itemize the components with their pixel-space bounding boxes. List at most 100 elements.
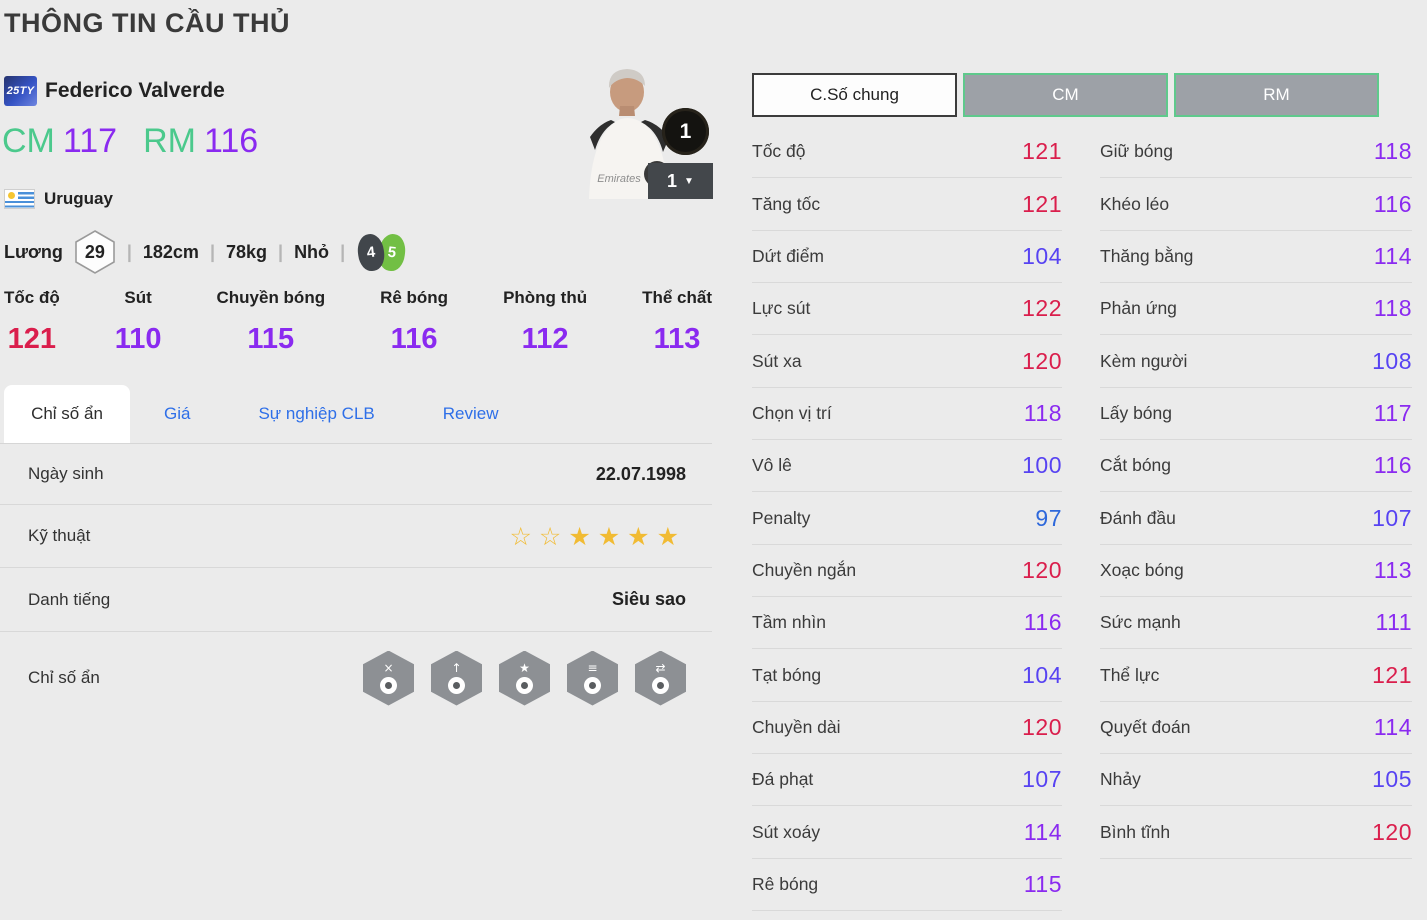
- stat-row: Chuyền ngắn 120: [752, 545, 1062, 598]
- stat-row: Xoạc bóng 113: [1100, 545, 1412, 598]
- stat-value: 114: [1023, 818, 1062, 845]
- summary-stat-label: Tốc độ: [4, 288, 60, 307]
- hidden-stat-hexagon-icon: ×: [363, 650, 414, 706]
- skill-moves-row: Kỹ thuật ☆☆★★★★: [0, 505, 712, 568]
- stat-value: 111: [1375, 609, 1412, 636]
- stat-view-button-label: CM: [1052, 85, 1079, 104]
- tab[interactable]: Sự nghiệp CLB: [224, 385, 408, 443]
- nation-name: Uruguay: [44, 189, 113, 208]
- stat-row: Rê bóng 115: [752, 859, 1062, 912]
- level-select-value: 1: [667, 170, 678, 191]
- stat-row: Tốc độ 121: [752, 126, 1062, 179]
- position-ratings: CM 117 RM 116: [2, 122, 258, 161]
- stat-row: Quyết đoán 114: [1100, 702, 1412, 755]
- stat-value: 104: [1022, 661, 1062, 688]
- hidden-stats-label: Chỉ số ẩn: [28, 668, 100, 687]
- stat-row: Tầm nhìn 116: [752, 597, 1062, 650]
- stat-label: Bình tĩnh: [1100, 821, 1171, 842]
- birthdate-value: 22.07.1998: [595, 463, 686, 484]
- stat-label: Tốc độ: [752, 141, 806, 162]
- tab-label: Sự nghiệp CLB: [258, 404, 375, 423]
- stat-row: Cắt bóng 116: [1100, 440, 1412, 493]
- stat-label: Lấy bóng: [1100, 402, 1173, 423]
- fame-value: Siêu sao: [611, 589, 686, 609]
- foot-ratings: 4 5: [355, 232, 408, 272]
- tab[interactable]: Chỉ số ẩn: [4, 385, 130, 443]
- summary-stat-label: Thể chất: [642, 288, 712, 307]
- birthdate-row: Ngày sinh 22.07.1998: [0, 444, 712, 505]
- hidden-stat-icons: × ↑ ★ ≡: [363, 650, 686, 706]
- stat-value: 121: [1372, 661, 1412, 688]
- stat-value: 116: [1373, 190, 1412, 217]
- stat-label: Phản ứng: [1100, 298, 1177, 319]
- stat-view-button[interactable]: CM: [963, 73, 1168, 117]
- hexagon-outline-icon: [75, 230, 115, 274]
- stat-value: 115: [1023, 870, 1062, 897]
- stat-row: Chọn vị trí 118: [752, 388, 1062, 441]
- stat-value: 107: [1022, 766, 1062, 793]
- stat-label: Vô lê: [752, 455, 792, 476]
- hidden-info-panel: Ngày sinh 22.07.1998 Kỹ thuật ☆☆★★★★ Dan…: [0, 443, 712, 724]
- stat-row: Tạt bóng 104: [752, 649, 1062, 702]
- stat-value: 104: [1022, 242, 1062, 269]
- stat-view-button-label: C.Số chung: [810, 85, 899, 104]
- separator: |: [278, 241, 284, 262]
- stat-value: 114: [1373, 242, 1412, 269]
- hidden-stat-hexagon-icon: ⇄: [635, 650, 686, 706]
- stat-label: Rê bóng: [752, 873, 819, 894]
- body-type-value: Nhỏ: [294, 241, 330, 262]
- stat-value: 121: [1022, 190, 1062, 217]
- stat-value: 118: [1373, 138, 1412, 165]
- position-value: 116: [204, 122, 259, 160]
- stat-label: Tạt bóng: [752, 664, 822, 685]
- uruguay-flag-icon: [4, 189, 35, 209]
- stat-label: Tầm nhìn: [752, 612, 826, 633]
- stat-value: 120: [1022, 556, 1062, 583]
- icon-mark: ↑: [451, 661, 462, 675]
- stat-row: Chuyền dài 120: [752, 702, 1062, 755]
- stat-value: 113: [1373, 556, 1412, 583]
- icon-mark: ≡: [587, 661, 598, 675]
- separator: |: [209, 241, 215, 262]
- stat-row: Kèm người 108: [1100, 335, 1412, 388]
- stat-row: Tăng tốc 121: [752, 178, 1062, 231]
- stat-label: Chuyền dài: [752, 716, 841, 737]
- summary-stat: Thể chất 113: [642, 288, 712, 356]
- stat-row: Khéo léo 116: [1100, 178, 1412, 231]
- stat-label: Đánh đầu: [1100, 507, 1176, 528]
- height-value: 182cm: [142, 241, 199, 262]
- stat-label: Nhảy: [1100, 769, 1141, 790]
- summary-stat: Sút 110: [115, 288, 162, 356]
- detail-stats-column-1: Tốc độ 121 Tăng tốc 121 Dứt điểm 104 Lực…: [752, 126, 1062, 912]
- stat-row: Bình tĩnh 120: [1100, 806, 1412, 859]
- summary-stat-value: 112: [521, 323, 569, 355]
- salary-hexagon: 29: [74, 229, 116, 275]
- physical-attributes: Lương 29 | 182cm | 78kg | Nhỏ | 4 5: [4, 228, 408, 276]
- stat-view-button[interactable]: C.Số chung: [752, 73, 957, 117]
- summary-stats: Tốc độ 121 Sút 110 Chuyền bóng 115 Rê bó…: [4, 288, 712, 356]
- stat-view-button-label: RM: [1263, 85, 1290, 104]
- level-select-dropdown[interactable]: 1 ▼: [648, 163, 713, 199]
- tab[interactable]: Giá: [130, 385, 224, 443]
- icon-mark: ★: [519, 661, 530, 675]
- stat-row: Giữ bóng 118: [1100, 126, 1412, 179]
- stat-label: Khéo léo: [1100, 193, 1170, 214]
- stat-row: Sút xa 120: [752, 335, 1062, 388]
- fame-row: Danh tiếng Siêu sao: [0, 568, 712, 632]
- icon-mark: ×: [383, 661, 394, 675]
- birthdate-label: Ngày sinh: [28, 464, 104, 483]
- stat-view-button[interactable]: RM: [1174, 73, 1379, 117]
- stat-value: 116: [1023, 609, 1062, 636]
- salary-label: Lương: [4, 241, 63, 262]
- soccer-ball-icon: [652, 677, 669, 694]
- weight-value: 78kg: [225, 241, 268, 262]
- position-label: RM: [143, 122, 196, 160]
- stat-label: Thăng bằng: [1100, 245, 1194, 266]
- tab[interactable]: Review: [409, 385, 533, 443]
- stat-label: Đá phạt: [752, 769, 814, 790]
- season-badge-icon: 25TY: [4, 76, 37, 106]
- position-value: 117: [62, 122, 118, 160]
- stat-label: Chọn vị trí: [752, 402, 832, 423]
- jersey-sponsor-text: Emirates: [597, 173, 641, 185]
- stat-label: Quyết đoán: [1100, 716, 1191, 737]
